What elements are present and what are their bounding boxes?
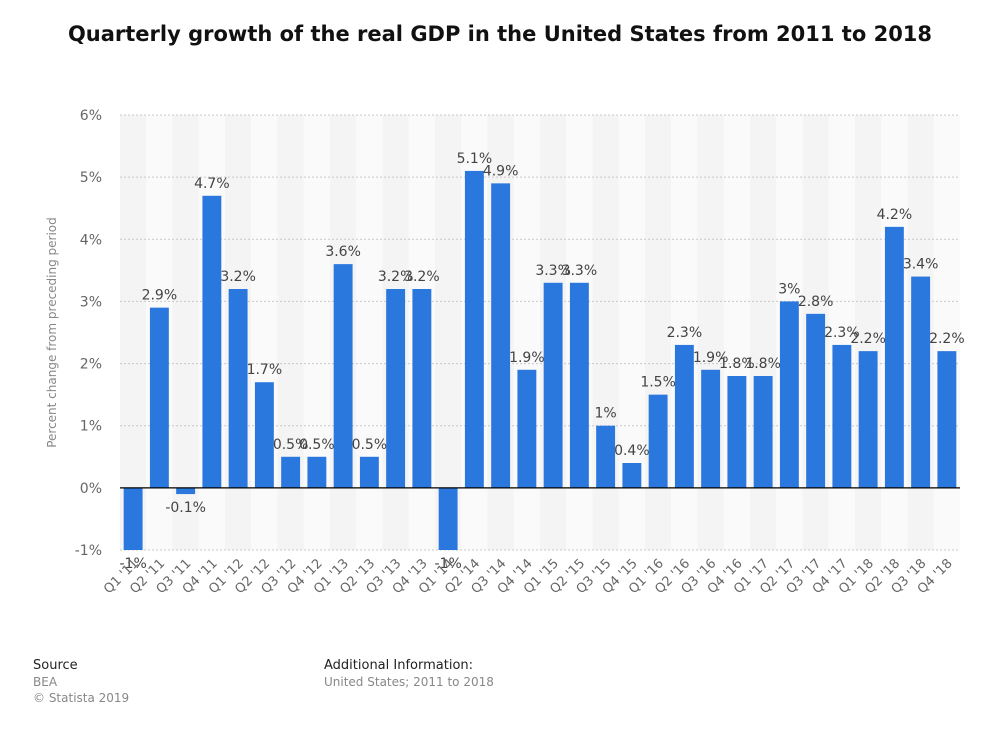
y-tick-label: -1% [75,543,102,559]
data-label: 1.9% [693,350,729,366]
data-label: 2.8% [798,294,834,310]
source-name: BEA [33,675,58,689]
column-band [172,115,199,550]
y-tick-label: 1% [80,419,102,435]
data-label: 3.6% [325,244,361,260]
bar [412,289,432,488]
y-tick-label: 0% [80,481,102,497]
source-block: Source BEA © Statista 2019 [33,658,129,706]
bar [333,264,353,488]
bar [438,487,458,550]
bar [359,456,379,488]
data-label: 2.2% [850,331,886,347]
data-label: 0.5% [273,437,309,453]
chart-title: Quarterly growth of the real GDP in the … [67,22,933,46]
bar [149,307,169,488]
data-label: 0.4% [614,443,650,459]
bar [202,195,222,488]
data-label: 3.3% [562,263,598,279]
data-label: 2.3% [824,325,860,341]
bar [123,487,143,550]
data-label: 1.8% [719,356,755,372]
bar [543,282,563,488]
y-axis-title: Percent change from preceding period [45,217,59,448]
bar [596,425,616,488]
data-label: 2.2% [929,331,965,347]
additional-info-heading: Additional Information: [324,658,474,673]
source-heading: Source [33,658,78,673]
data-label: 1% [595,406,617,422]
bar [674,344,694,488]
bar [622,463,642,488]
y-tick-label: 5% [80,170,102,186]
data-label: 4.2% [877,207,913,223]
bar [569,282,589,488]
bar [779,301,799,488]
bar [701,369,721,488]
bar [753,376,773,488]
data-label: 0.5% [299,437,335,453]
data-label: 3.2% [378,269,414,285]
data-label: 4.9% [483,163,519,179]
data-label: 3.4% [903,257,939,273]
data-label: -1% [119,556,146,572]
bar [281,456,301,488]
bar [727,376,747,488]
bar [858,351,878,488]
data-label: 3.2% [404,269,440,285]
data-label: 1.9% [509,350,545,366]
bar [176,487,196,495]
copyright-text: © Statista 2019 [33,691,130,705]
data-label: 3.2% [220,269,256,285]
y-tick-label: 2% [80,357,102,373]
data-label: 2.9% [142,288,178,304]
data-label: 1.8% [745,356,781,372]
y-tick-label: 6% [80,108,102,124]
data-label: 0.5% [352,437,388,453]
data-label: 3.3% [535,263,571,279]
bar [464,170,484,488]
bar [648,394,668,488]
additional-info-text: United States; 2011 to 2018 [324,675,494,689]
bar-chart: -1% 0% 1% 2% 3% 4% 5% 6% Percent change from pre… [45,108,965,597]
data-label: 3% [778,281,800,297]
y-tick-label: 4% [80,232,102,248]
bar [832,344,852,488]
data-label: -1% [434,556,461,572]
bar [806,313,826,488]
column-band [120,115,147,550]
bar [254,382,274,488]
column-band [435,115,462,550]
data-label: 1.5% [640,375,676,391]
data-label: 4.7% [194,176,230,192]
bar [228,289,248,488]
data-label: 1.7% [247,362,283,378]
data-label: -0.1% [165,500,206,516]
bar [307,456,327,488]
bar [884,226,904,488]
bar [911,276,931,488]
bar [517,369,537,488]
data-label: 5.1% [457,151,493,167]
additional-info-block: Additional Information: United States; 2… [324,658,494,690]
bar [937,351,957,488]
y-tick-label: 3% [80,294,102,310]
bar [386,289,406,488]
data-label: 2.3% [667,325,703,341]
bar [491,183,511,488]
